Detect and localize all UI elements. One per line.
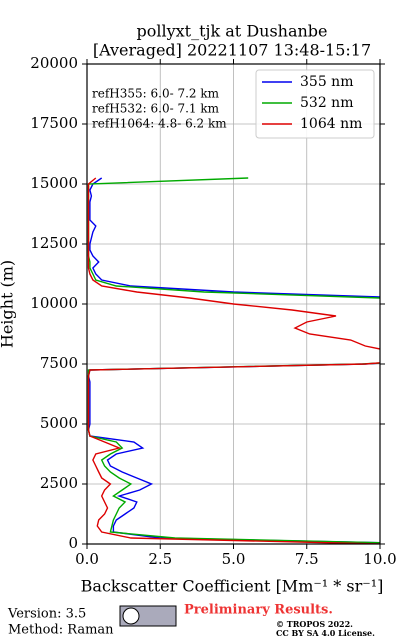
profile-line <box>87 177 380 544</box>
x-tick-label: 7.5 <box>295 550 319 568</box>
legend-box <box>255 69 375 139</box>
x-axis-label: Backscatter Coefficient [Mm⁻¹ * sr⁻¹] <box>81 577 384 596</box>
y-tick-label: 15000 <box>30 174 78 192</box>
profile-line <box>87 177 380 544</box>
annotation: refH1064: 4.8- 6.2 km <box>92 117 227 131</box>
copyright: © TROPOS 2022. <box>276 619 353 629</box>
x-tick-label: 10.0 <box>363 550 396 568</box>
x-tick-label: 5.0 <box>222 550 246 568</box>
method: Method: Raman <box>8 623 114 638</box>
preliminary: Preliminary Results. <box>184 603 333 618</box>
x-tick-label: 2.5 <box>148 550 172 568</box>
legend-label: 532 nm <box>300 95 353 111</box>
y-tick-label: 20000 <box>30 54 78 72</box>
plot-lines <box>87 177 380 544</box>
footer: Version: 3.5 Method: Raman Preliminary R… <box>7 603 375 639</box>
y-tick-label: 7500 <box>40 354 78 372</box>
legend-label: 1064 nm <box>300 116 362 132</box>
y-tick-label: 0 <box>68 534 78 552</box>
x-tick-label: 0.0 <box>75 550 99 568</box>
annotation: refH532: 6.0- 7.1 km <box>92 102 220 116</box>
cc-logo-circle <box>122 607 140 625</box>
annotation: refH355: 6.0- 7.2 km <box>92 87 220 101</box>
chart-subtitle: [Averaged] 20221107 13:48-15:17 <box>93 41 371 60</box>
y-tick-label: 17500 <box>30 114 78 132</box>
y-tick-label: 2500 <box>40 474 78 492</box>
profile-line <box>87 177 380 544</box>
legend: 355 nm 532 nm 1064 nm <box>255 69 375 139</box>
y-tick-label: 12500 <box>30 234 78 252</box>
legend-label: 355 nm <box>300 74 353 90</box>
y-tick-label: 5000 <box>40 414 78 432</box>
y-axis-label: Height (m) <box>0 260 17 348</box>
license: CC BY SA 4.0 License. <box>276 628 375 638</box>
version: Version: 3.5 <box>7 607 86 622</box>
y-tick-label: 10000 <box>30 294 78 312</box>
plot-frame <box>86 63 381 545</box>
chart-title: pollyxt_tjk at Dushanbe <box>136 22 327 41</box>
